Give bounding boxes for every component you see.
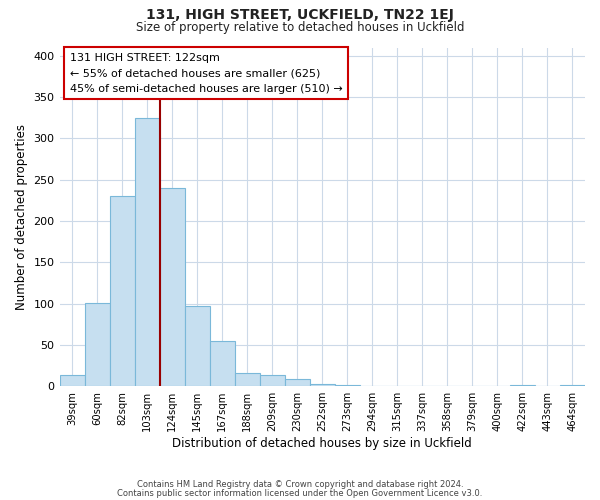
Y-axis label: Number of detached properties: Number of detached properties <box>15 124 28 310</box>
Bar <box>310 384 335 386</box>
Bar <box>85 303 110 386</box>
Bar <box>185 306 209 386</box>
Bar <box>235 373 260 386</box>
X-axis label: Distribution of detached houses by size in Uckfield: Distribution of detached houses by size … <box>172 437 472 450</box>
Bar <box>510 384 535 386</box>
Text: Size of property relative to detached houses in Uckfield: Size of property relative to detached ho… <box>136 21 464 34</box>
Bar <box>209 341 235 386</box>
Bar <box>110 196 134 386</box>
Bar <box>160 188 185 386</box>
Text: Contains HM Land Registry data © Crown copyright and database right 2024.: Contains HM Land Registry data © Crown c… <box>137 480 463 489</box>
Bar <box>59 376 85 386</box>
Bar <box>260 374 285 386</box>
Text: 131 HIGH STREET: 122sqm
← 55% of detached houses are smaller (625)
45% of semi-d: 131 HIGH STREET: 122sqm ← 55% of detache… <box>70 52 343 94</box>
Bar <box>134 118 160 386</box>
Bar <box>285 379 310 386</box>
Text: Contains public sector information licensed under the Open Government Licence v3: Contains public sector information licen… <box>118 488 482 498</box>
Text: 131, HIGH STREET, UCKFIELD, TN22 1EJ: 131, HIGH STREET, UCKFIELD, TN22 1EJ <box>146 8 454 22</box>
Bar <box>560 384 585 386</box>
